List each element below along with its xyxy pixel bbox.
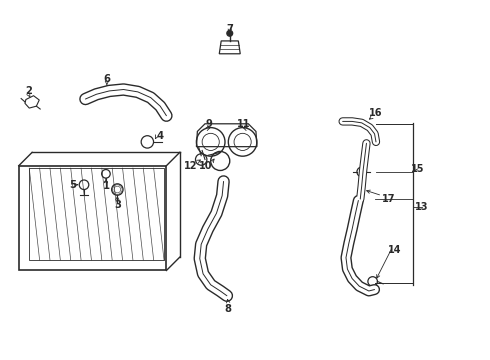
Text: 17: 17	[382, 194, 395, 204]
Text: 12: 12	[183, 161, 197, 171]
Text: 10: 10	[199, 161, 213, 171]
Text: 3: 3	[114, 200, 121, 210]
Text: 16: 16	[369, 108, 383, 118]
Circle shape	[227, 31, 233, 36]
Text: 4: 4	[157, 131, 164, 141]
Text: 8: 8	[225, 303, 232, 314]
Text: 9: 9	[206, 119, 213, 129]
Text: 15: 15	[411, 164, 424, 174]
Text: 1: 1	[102, 181, 109, 191]
Text: 2: 2	[25, 86, 32, 96]
Text: 14: 14	[388, 245, 402, 255]
Text: 13: 13	[416, 202, 429, 212]
Text: 11: 11	[237, 119, 251, 129]
Text: 7: 7	[226, 24, 233, 34]
Text: 5: 5	[69, 180, 76, 190]
Text: 6: 6	[103, 73, 110, 84]
